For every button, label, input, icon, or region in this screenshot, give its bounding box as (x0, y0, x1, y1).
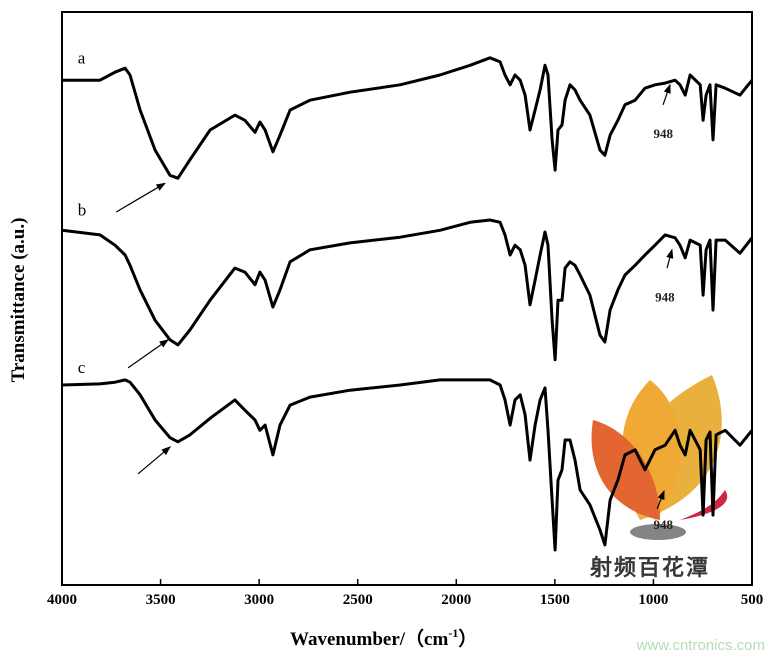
spectra: a b c (61, 49, 754, 552)
x-axis-title-end: ） (458, 627, 477, 650)
curve-label-b: b (78, 200, 87, 219)
x-tick-label: 500 (741, 592, 764, 608)
x-axis-title-main: Wavenumber/（cm (290, 627, 448, 650)
annotation-arrow (115, 182, 166, 213)
x-axis-title-sup: -1 (448, 626, 458, 640)
logo-text: 射频百花潭 (589, 555, 710, 581)
annotation-arrow (127, 339, 170, 369)
logo: 射频百花潭 (589, 375, 728, 581)
spectrum-c (61, 378, 754, 552)
plot-frame (61, 11, 753, 586)
annotation-arrow (662, 83, 671, 106)
curve-label-a: a (78, 49, 86, 68)
x-axis: 4000 3500 3000 2500 2000 1500 1000 500 (47, 579, 763, 608)
watermark: www.cntronics.com (636, 637, 765, 654)
x-tick-label: 3500 (146, 592, 176, 608)
x-axis-title: Wavenumber/（cm-1） (290, 626, 477, 650)
spectrum-a (62, 56, 754, 180)
annotation-label-948: 948 (655, 289, 675, 304)
x-tick-label: 2500 (343, 592, 373, 608)
annotation-label-948: 948 (654, 126, 674, 141)
annotation-label-948: 948 (654, 517, 674, 532)
x-tick-label: 2000 (441, 592, 471, 608)
annotation-arrow (137, 446, 171, 475)
x-tick-label: 1000 (638, 592, 668, 608)
curve-label-c: c (78, 358, 86, 377)
y-axis-title: Transmittance (a.u.) (8, 218, 29, 383)
logo-disc (630, 524, 686, 540)
spectrum-b (61, 218, 754, 362)
annotation-arrow (666, 248, 674, 269)
annotation-arrow (656, 489, 665, 510)
annotations: 948 948 948 (115, 83, 675, 532)
logo-leaf-red (591, 420, 660, 520)
x-tick-label: 4000 (47, 592, 77, 608)
x-tick-label: 3000 (244, 592, 274, 608)
x-tick-label: 1500 (540, 592, 570, 608)
